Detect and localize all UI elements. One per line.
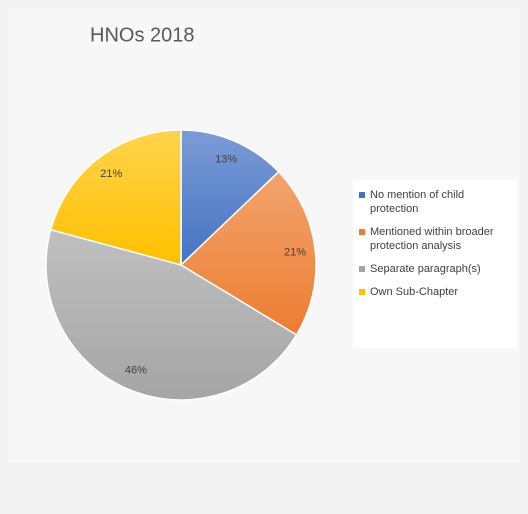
legend-swatch	[359, 289, 365, 295]
pie-slice	[45, 228, 298, 401]
pie-slice	[49, 129, 182, 266]
legend-item: Separate paragraph(s)	[359, 262, 511, 276]
data-label: 13%	[215, 153, 237, 165]
legend-item: No mention of child protection	[359, 188, 511, 216]
legend: No mention of child protection Mentioned …	[353, 180, 517, 348]
legend-swatch	[359, 192, 365, 198]
legend-item: Mentioned within broader protection anal…	[359, 225, 511, 253]
data-label: 46%	[125, 364, 147, 376]
legend-label: Mentioned within broader protection anal…	[370, 226, 494, 252]
data-label: 21%	[284, 246, 306, 258]
pie-slice	[179, 170, 317, 336]
legend-item: Own Sub-Chapter	[359, 285, 511, 299]
legend-label: Separate paragraph(s)	[370, 263, 481, 275]
chart-title: HNOs 2018	[90, 24, 195, 46]
legend-swatch	[359, 229, 365, 235]
legend-swatch	[359, 266, 365, 272]
legend-label: Own Sub-Chapter	[370, 286, 459, 298]
legend-label: No mention of child protection	[370, 189, 465, 215]
data-label: 21%	[100, 168, 122, 180]
pie-slice	[180, 129, 280, 267]
